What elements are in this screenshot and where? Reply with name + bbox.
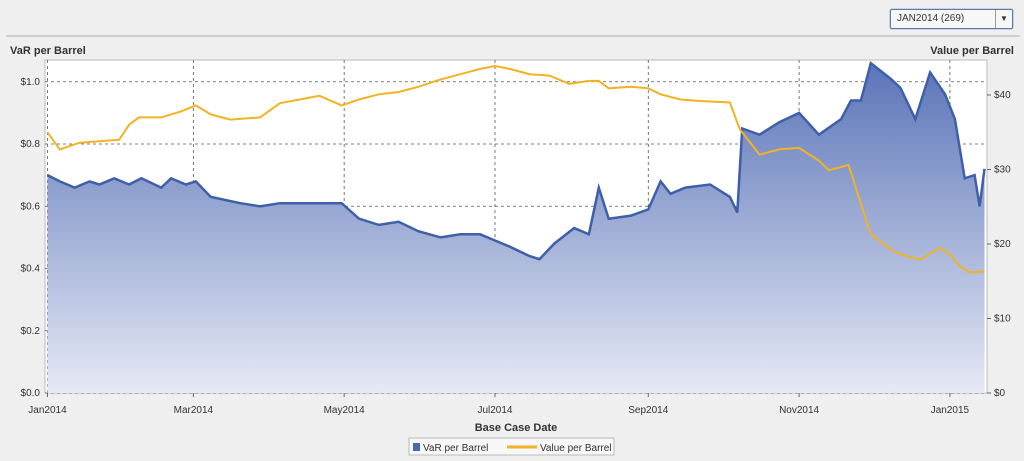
legend-swatch-var — [413, 443, 420, 451]
left-tick-label: $1.0 — [21, 77, 41, 88]
left-tick-label: $0.4 — [21, 264, 41, 275]
x-tick-label: Jan2014 — [28, 405, 67, 416]
right-tick-label: $40 — [994, 90, 1011, 101]
x-tick-label: Jul2014 — [477, 405, 512, 416]
header-divider — [6, 35, 1020, 37]
legend-label-value: Value per Barrel — [540, 443, 612, 454]
var-line — [46, 60, 986, 261]
left-tick-label: $0.0 — [21, 388, 41, 399]
chevron-down-icon[interactable]: ▼ — [995, 10, 1012, 28]
period-select-value: JAN2014 (269) — [897, 13, 965, 24]
left-tick-label: $0.6 — [21, 201, 41, 212]
var-area — [47, 63, 985, 393]
left-axis-title: VaR per Barrel — [10, 45, 86, 57]
left-tick-label: $0.8 — [21, 139, 41, 150]
right-tick-label: $30 — [994, 165, 1011, 176]
legend-label-var: VaR per Barrel — [423, 443, 488, 454]
value-line — [46, 64, 985, 274]
right-tick-label: $20 — [994, 239, 1011, 250]
legend: VaR per Barrel Value per Barrel — [408, 437, 615, 456]
right-tick-label: $10 — [994, 314, 1011, 325]
x-tick-label: Mar2014 — [174, 405, 214, 416]
right-tick-label: $0 — [994, 388, 1006, 399]
x-tick-label: Jan2015 — [931, 405, 970, 416]
left-tick-label: $0.2 — [21, 326, 41, 337]
x-tick-label: May2014 — [324, 405, 366, 416]
x-axis-title: Base Case Date — [475, 422, 558, 434]
right-axis-title: Value per Barrel — [930, 45, 1014, 57]
period-select[interactable]: JAN2014 (269) ▼ — [890, 9, 1013, 29]
x-tick-label: Sep2014 — [628, 405, 668, 416]
x-tick-label: Nov2014 — [779, 405, 819, 416]
